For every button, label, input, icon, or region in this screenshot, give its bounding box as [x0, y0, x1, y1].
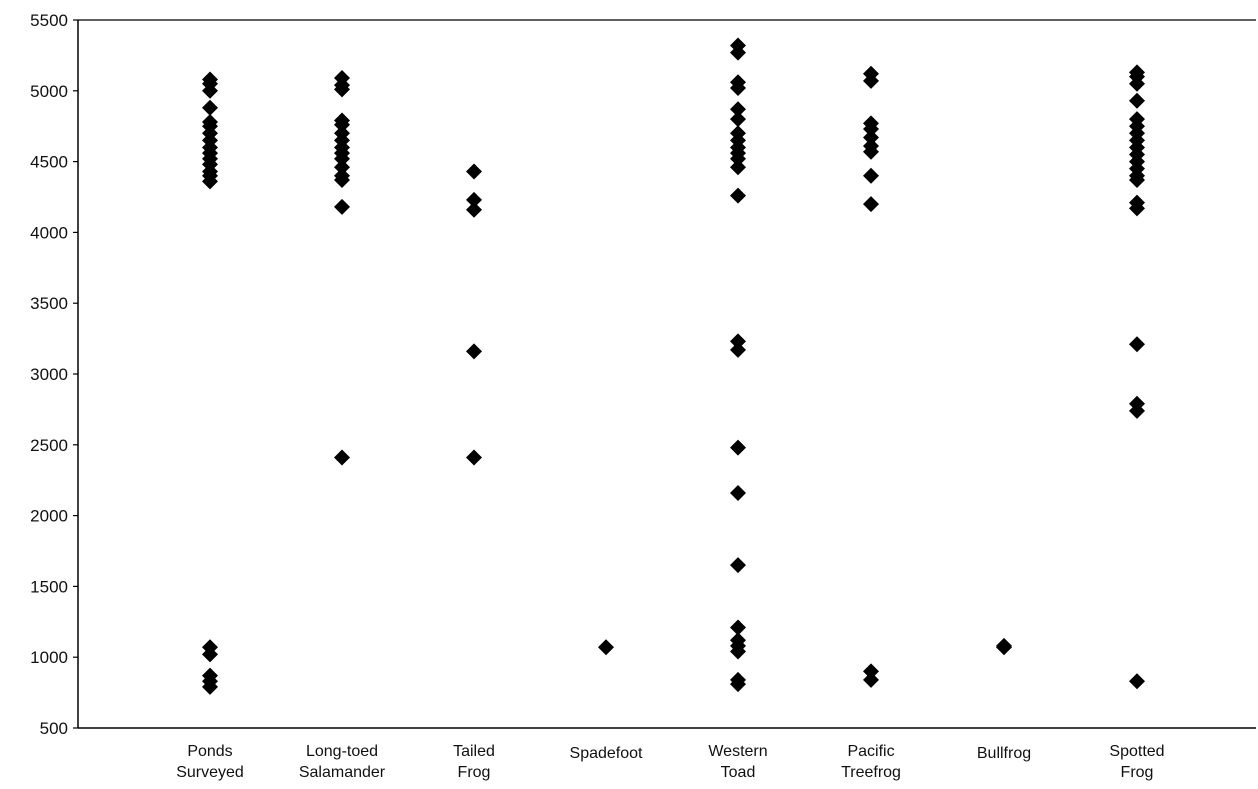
- data-point-diamond: [863, 129, 879, 146]
- data-points: [202, 37, 1145, 695]
- data-point-diamond: [466, 343, 482, 360]
- data-point-diamond: [1129, 673, 1145, 690]
- y-tick-label: 500: [40, 719, 68, 738]
- y-tick-label: 1000: [30, 648, 68, 667]
- data-point-diamond: [730, 44, 746, 61]
- data-point-diamond: [1129, 75, 1145, 92]
- x-category-label: Western: [708, 743, 767, 760]
- data-point-diamond: [730, 150, 746, 167]
- y-tick-label: 5000: [30, 82, 68, 101]
- data-point-diamond: [996, 639, 1012, 656]
- x-category-label: Toad: [721, 764, 756, 781]
- data-point-diamond: [598, 639, 614, 656]
- data-point-diamond: [863, 663, 879, 680]
- data-point-diamond: [466, 201, 482, 218]
- x-category-label: Treefrog: [841, 764, 901, 781]
- data-point-diamond: [466, 191, 482, 208]
- data-point-diamond: [863, 671, 879, 688]
- data-point-diamond: [730, 101, 746, 118]
- x-category-label: Pacific: [847, 743, 894, 760]
- data-point-diamond: [1129, 92, 1145, 109]
- x-category-label: Spadefoot: [570, 745, 644, 762]
- data-point-diamond: [730, 187, 746, 204]
- x-category-label: Salamander: [299, 764, 386, 781]
- x-category-label: Long-toed: [306, 743, 378, 760]
- data-point-diamond: [863, 167, 879, 184]
- x-category-label: Bullfrog: [977, 745, 1031, 762]
- x-category-label: Surveyed: [176, 764, 244, 781]
- data-point-diamond: [334, 150, 350, 167]
- data-point-diamond: [1129, 402, 1145, 419]
- data-point-diamond: [863, 143, 879, 160]
- x-category-label: Frog: [458, 764, 491, 781]
- y-tick-label: 3500: [30, 294, 68, 313]
- data-point-diamond: [730, 111, 746, 128]
- data-point-diamond: [730, 79, 746, 96]
- data-point-diamond: [730, 676, 746, 693]
- y-tick-label: 2500: [30, 436, 68, 455]
- data-point-diamond: [202, 646, 218, 663]
- data-point-diamond: [466, 449, 482, 466]
- data-point-diamond: [202, 82, 218, 99]
- data-point-diamond: [730, 484, 746, 501]
- data-point-diamond: [1129, 200, 1145, 217]
- y-tick-label: 4500: [30, 153, 68, 172]
- data-point-diamond: [202, 99, 218, 116]
- y-tick-label: 2000: [30, 507, 68, 526]
- data-point-diamond: [730, 643, 746, 660]
- data-point-diamond: [334, 81, 350, 98]
- data-point-diamond: [466, 163, 482, 180]
- data-point-diamond: [863, 196, 879, 213]
- data-point-diamond: [1129, 172, 1145, 189]
- data-point-diamond: [334, 449, 350, 466]
- y-tick-label: 5500: [30, 11, 68, 30]
- data-point-diamond: [202, 173, 218, 190]
- data-point-diamond: [1129, 336, 1145, 353]
- x-category-label: Frog: [1121, 764, 1154, 781]
- data-point-diamond: [863, 72, 879, 89]
- data-point-diamond: [730, 333, 746, 350]
- data-point-diamond: [334, 172, 350, 189]
- data-point-diamond: [730, 619, 746, 636]
- data-point-diamond: [730, 557, 746, 574]
- y-tick-label: 1500: [30, 577, 68, 596]
- y-ticks: 500 1000 1500 2000 2500 3000 3500 4000 4500 5000 5…: [30, 11, 78, 738]
- data-point-diamond: [730, 439, 746, 456]
- x-category-labels: Ponds Surveyed Long-toed Salamander Tailed Fr…: [176, 743, 1164, 781]
- data-point-diamond: [334, 116, 350, 133]
- data-point-diamond: [334, 159, 350, 176]
- data-point-diamond: [863, 121, 879, 138]
- data-point-diamond: [730, 341, 746, 358]
- y-tick-label: 3000: [30, 365, 68, 384]
- data-point-diamond: [334, 198, 350, 215]
- data-point-diamond: [730, 159, 746, 176]
- x-category-label: Ponds: [187, 743, 232, 760]
- x-category-label: Tailed: [453, 743, 495, 760]
- y-tick-label: 4000: [30, 223, 68, 242]
- data-point-diamond: [202, 678, 218, 695]
- axes: [77, 19, 1256, 729]
- x-category-label: Spotted: [1109, 743, 1164, 760]
